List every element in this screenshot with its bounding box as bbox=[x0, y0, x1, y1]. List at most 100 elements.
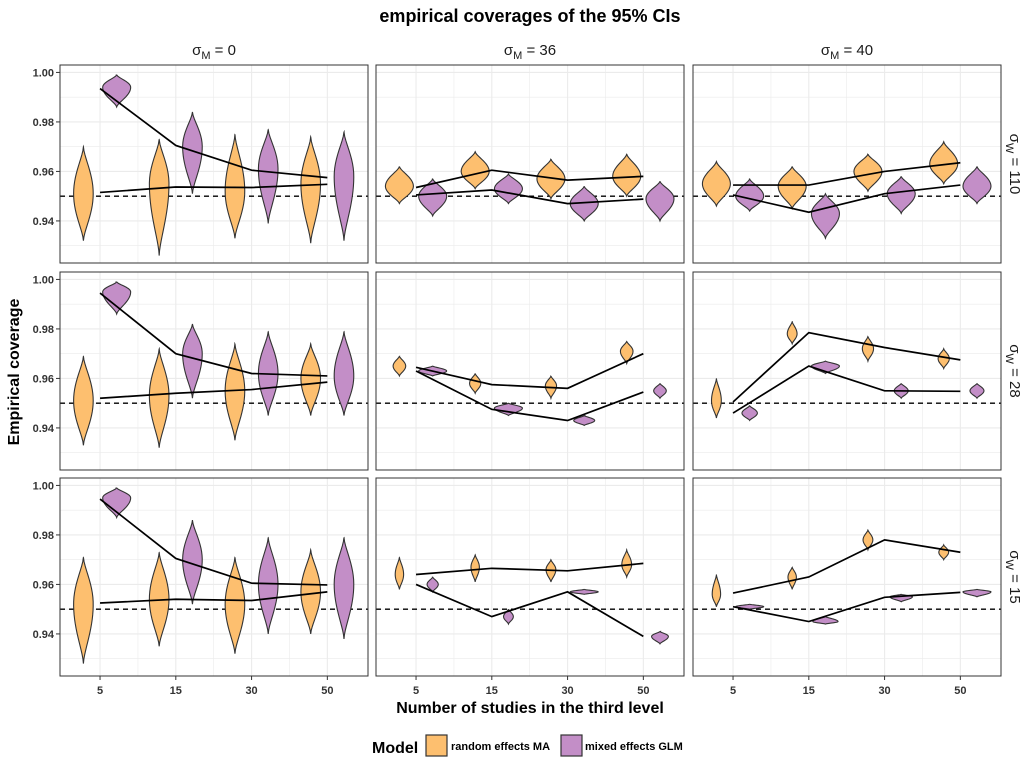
y-tick-label: 0.98 bbox=[33, 530, 54, 542]
panels-layer: 0.94 0.96 0.98 1.00 0.94 0.96 0.98 1.00 0.94 0.96… bbox=[33, 42, 1023, 697]
violin-mixed-effects-glm-5 bbox=[418, 178, 448, 218]
y-tick-label: 0.96 bbox=[33, 579, 54, 591]
violin-random-effects-ma-30 bbox=[536, 158, 566, 200]
panel-r0-c2 bbox=[692, 64, 1002, 264]
x-tick-label: 30 bbox=[561, 685, 573, 697]
violin-random-effects-ma-50 bbox=[300, 547, 322, 635]
mean-line-random-effects-ma bbox=[415, 352, 644, 390]
violin-mixed-effects-glm-15 bbox=[493, 172, 523, 205]
panel-r0-c1 bbox=[375, 64, 685, 264]
violin-mixed-effects-glm-15 bbox=[182, 111, 203, 194]
violin-random-effects-ma-30 bbox=[853, 153, 883, 193]
violin-random-effects-ma-5 bbox=[73, 144, 94, 241]
legend-key-mixed-effects-glm bbox=[560, 734, 583, 757]
violin-random-effects-ma-50 bbox=[929, 140, 959, 186]
mean-line-mixed-effects-glm bbox=[99, 498, 328, 586]
violin-mixed-effects-glm-5 bbox=[102, 281, 132, 316]
panel-r1-c1 bbox=[375, 271, 685, 471]
x-tick-label: 15 bbox=[170, 685, 182, 697]
row-strip-label: σW = 15 bbox=[1003, 550, 1023, 603]
x-tick-label: 30 bbox=[245, 685, 257, 697]
panel-border bbox=[692, 64, 1002, 264]
mean-line-mixed-effects-glm bbox=[732, 365, 961, 414]
violin-random-effects-ma-5 bbox=[394, 556, 405, 590]
panel-border bbox=[59, 64, 369, 264]
violin-random-effects-ma-50 bbox=[612, 153, 642, 198]
violin-mixed-effects-glm-50 bbox=[651, 630, 669, 645]
panel-r2-c0 bbox=[59, 477, 369, 677]
violin-random-effects-ma-15 bbox=[148, 138, 170, 256]
violin-mixed-effects-glm-50 bbox=[962, 588, 992, 598]
legend-label-mixed-effects-glm: mixed effects GLM bbox=[585, 741, 683, 753]
mean-line-random-effects-ma bbox=[99, 381, 328, 400]
x-tick-label: 50 bbox=[637, 685, 649, 697]
violin-random-effects-ma-50 bbox=[300, 341, 322, 416]
x-tick-label: 50 bbox=[954, 685, 966, 697]
panel-r2-c2 bbox=[692, 477, 1002, 677]
violin-random-effects-ma-30 bbox=[224, 133, 246, 239]
violin-mixed-effects-glm-5 bbox=[741, 405, 758, 422]
violin-mixed-effects-glm-50 bbox=[333, 129, 355, 241]
panel-border bbox=[375, 477, 685, 677]
violin-random-effects-ma-50 bbox=[300, 134, 322, 244]
violin-random-effects-ma-50 bbox=[937, 347, 950, 371]
panel-border bbox=[59, 477, 369, 677]
violin-mixed-effects-glm-30 bbox=[569, 186, 599, 223]
x-tick-label: 50 bbox=[321, 685, 333, 697]
y-tick-label: 0.98 bbox=[33, 324, 54, 336]
panel-border bbox=[59, 271, 369, 471]
violin-mixed-effects-glm-15 bbox=[182, 323, 203, 399]
panel-border bbox=[692, 477, 1002, 677]
mean-line-random-effects-ma bbox=[732, 331, 961, 403]
violin-mixed-effects-glm-50 bbox=[333, 330, 355, 416]
x-tick-label: 15 bbox=[486, 685, 498, 697]
violin-mixed-effects-glm-15 bbox=[810, 192, 840, 240]
panel-background bbox=[693, 478, 1001, 676]
mean-line-mixed-effects-glm bbox=[415, 370, 644, 422]
x-tick-label: 5 bbox=[413, 685, 419, 697]
violin-random-effects-ma-5 bbox=[384, 166, 414, 205]
panel-r1-c0 bbox=[59, 271, 369, 471]
mean-line-random-effects-ma bbox=[415, 169, 644, 189]
panel-border bbox=[692, 271, 1002, 471]
violin-random-effects-ma-15 bbox=[787, 566, 797, 590]
mean-line-random-effects-ma bbox=[733, 161, 961, 186]
mean-line-mixed-effects-glm bbox=[99, 87, 328, 179]
panel-border bbox=[375, 64, 685, 264]
violin-random-effects-ma-5 bbox=[711, 574, 722, 607]
violin-mixed-effects-glm-50 bbox=[969, 383, 985, 400]
violin-random-effects-ma-5 bbox=[701, 160, 731, 208]
y-tick-label: 0.94 bbox=[33, 216, 55, 228]
column-strip-label: σM = 40 bbox=[821, 42, 873, 62]
violin-random-effects-ma-30 bbox=[862, 528, 874, 552]
y-tick-label: 1.00 bbox=[33, 67, 54, 79]
violin-mixed-effects-glm-30 bbox=[257, 536, 279, 634]
mean-line-random-effects-ma bbox=[99, 591, 328, 604]
row-strip-label: σW = 110 bbox=[1003, 134, 1023, 195]
x-tick-label: 5 bbox=[730, 685, 736, 697]
violin-mixed-effects-glm-30 bbox=[886, 176, 916, 215]
mean-line-mixed-effects-glm bbox=[415, 583, 644, 638]
mean-line-mixed-effects-glm bbox=[99, 292, 328, 377]
y-tick-label: 1.00 bbox=[33, 480, 54, 492]
violin-random-effects-ma-50 bbox=[621, 547, 633, 580]
mean-line-random-effects-ma bbox=[415, 562, 644, 576]
violin-random-effects-ma-15 bbox=[786, 320, 798, 346]
chart-title: empirical coverages of the 95% CIs bbox=[379, 6, 680, 26]
legend-key-random-effects-ma bbox=[425, 734, 448, 757]
violin-random-effects-ma-15 bbox=[470, 553, 480, 583]
y-tick-label: 0.94 bbox=[33, 423, 55, 435]
column-strip-label: σM = 0 bbox=[192, 42, 236, 62]
violin-mixed-effects-glm-5 bbox=[102, 74, 132, 109]
violin-random-effects-ma-5 bbox=[392, 355, 407, 378]
violin-mixed-effects-glm-50 bbox=[962, 166, 992, 205]
y-axis-title: Empirical coverage bbox=[6, 299, 23, 446]
violin-mixed-effects-glm-30 bbox=[257, 128, 279, 224]
mean-line-random-effects-ma bbox=[99, 183, 328, 194]
y-tick-label: 0.98 bbox=[33, 117, 54, 129]
violin-mixed-effects-glm-30 bbox=[569, 588, 599, 595]
violin-random-effects-ma-15 bbox=[148, 346, 170, 448]
mean-line-random-effects-ma bbox=[732, 538, 961, 594]
row-strip-label: σW = 28 bbox=[1003, 344, 1023, 397]
